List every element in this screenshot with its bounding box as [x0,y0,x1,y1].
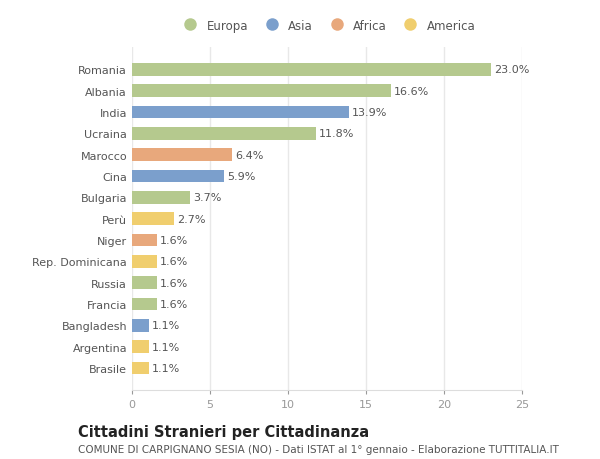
Bar [132,319,149,332]
Bar [132,341,149,353]
Bar [132,128,316,140]
Text: 23.0%: 23.0% [494,65,529,75]
Text: 6.4%: 6.4% [235,150,263,160]
Bar [132,149,232,162]
Text: 13.9%: 13.9% [352,108,388,118]
Text: Cittadini Stranieri per Cittadinanza: Cittadini Stranieri per Cittadinanza [78,425,369,440]
Bar [132,64,491,77]
Bar [132,298,157,311]
Bar [132,234,157,247]
Bar [132,170,224,183]
Legend: Europa, Asia, Africa, America: Europa, Asia, Africa, America [173,15,481,37]
Text: 3.7%: 3.7% [193,193,221,203]
Text: COMUNE DI CARPIGNANO SESIA (NO) - Dati ISTAT al 1° gennaio - Elaborazione TUTTIT: COMUNE DI CARPIGNANO SESIA (NO) - Dati I… [78,444,559,454]
Text: 1.6%: 1.6% [160,257,188,267]
Bar [132,191,190,204]
Text: 1.6%: 1.6% [160,235,188,246]
Text: 1.6%: 1.6% [160,278,188,288]
Text: 5.9%: 5.9% [227,172,256,182]
Bar [132,213,174,225]
Bar [132,106,349,119]
Text: 1.1%: 1.1% [152,321,181,330]
Bar [132,255,157,268]
Text: 16.6%: 16.6% [394,86,430,96]
Bar [132,277,157,290]
Text: 1.1%: 1.1% [152,363,181,373]
Bar [132,85,391,98]
Text: 11.8%: 11.8% [319,129,355,139]
Text: 1.6%: 1.6% [160,299,188,309]
Text: 2.7%: 2.7% [177,214,206,224]
Text: 1.1%: 1.1% [152,342,181,352]
Bar [132,362,149,375]
